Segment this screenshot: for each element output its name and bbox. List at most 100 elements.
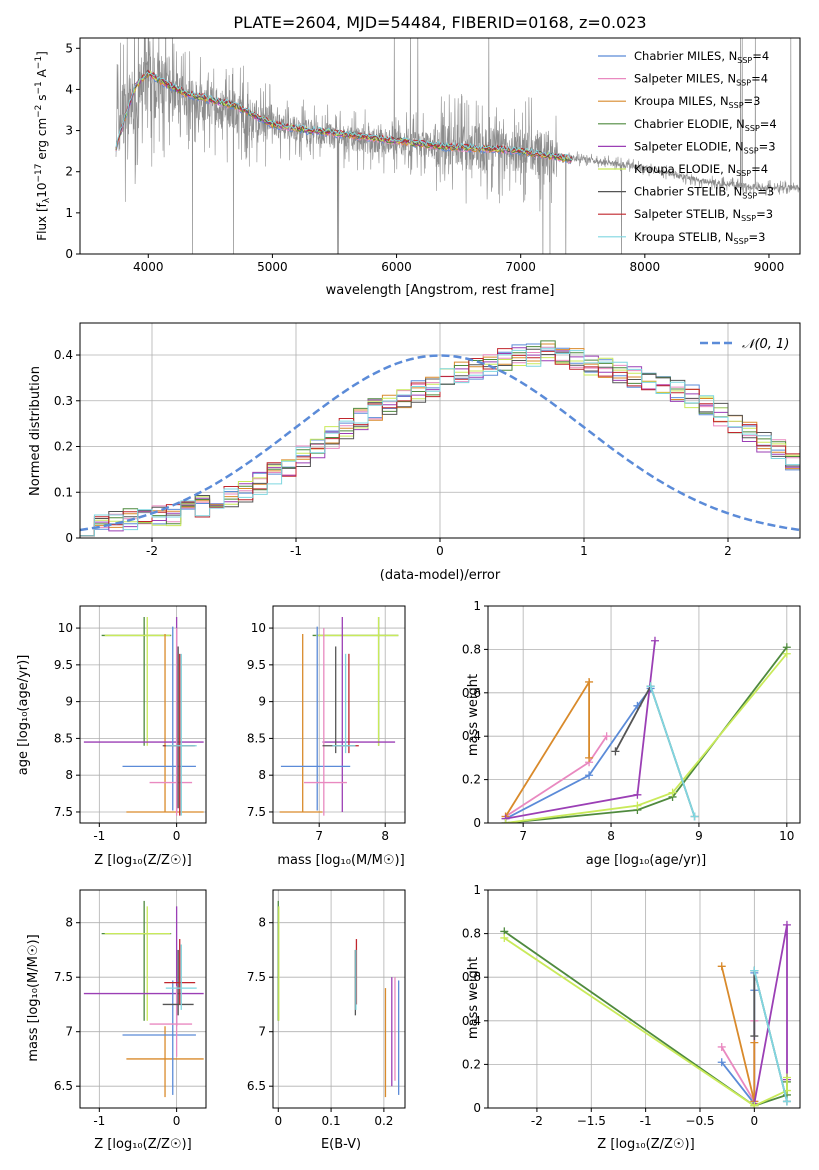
- x-tick-label: 2: [724, 544, 732, 558]
- y-tick-label: 6.5: [54, 1079, 73, 1093]
- x-tick-label: -2: [531, 1114, 543, 1128]
- weight-series-1: [505, 735, 608, 818]
- y-tick-label: 8: [258, 768, 266, 782]
- axes-frame: [79, 605, 207, 824]
- y-tick-label: 0.4: [54, 348, 73, 362]
- weight-marker: [717, 962, 726, 971]
- y-tick-label: 0.8: [462, 642, 481, 656]
- mass-vs-extinction-panel: E(B-V) 0 0.1 0.2 6.5 7 7.5 8: [247, 889, 406, 1152]
- legend-entry: Chabrier STELIB, NSSP=3: [634, 185, 774, 201]
- legend-entry: Kroupa ELODIE, NSSP=4: [634, 162, 768, 178]
- spectrum-ylabel: Flux [fλ10−17 erg cm−2 s−1 A−1]: [34, 51, 52, 241]
- x-tick-label: 0: [173, 1114, 181, 1128]
- y-tick-label: 9: [258, 695, 266, 709]
- x-tick-label: 1: [580, 544, 588, 558]
- weight-marker: [650, 636, 659, 645]
- y-tick-label: 9: [65, 695, 73, 709]
- x-tick-label: 0.1: [322, 1114, 341, 1128]
- weight-series-7: [649, 686, 696, 817]
- y-tick-label: 9.5: [54, 658, 73, 672]
- axes-frame-layer: -2 -1 0 1 2 0 0.1 0.2 0.3 0.4: [54, 322, 801, 558]
- weight-marker: [690, 812, 699, 821]
- legend-entry: 𝒩(0, 1): [742, 337, 789, 352]
- weight-vs-metallicity-xlabel: Z [log₁₀(Z/Z☉)]: [597, 1137, 694, 1152]
- y-tick-label: 7.5: [247, 970, 266, 984]
- weight-vs-age-ylabel: mass weight: [466, 674, 481, 756]
- age-vs-mass-xlabel: mass [log₁₀(M/M☉)]: [277, 853, 404, 868]
- y-tick-label: 7.5: [247, 805, 266, 819]
- weight-marker: [500, 933, 509, 942]
- x-tick-label: 0: [436, 544, 444, 558]
- weight-series-3: [753, 924, 788, 1104]
- y-tick-label: 3: [65, 124, 73, 138]
- x-tick-label: -2: [146, 544, 158, 558]
- legend-entry: Chabrier ELODIE, NSSP=4: [634, 117, 777, 133]
- model-spectrum-8: [115, 71, 572, 161]
- x-tick-label: −1.5: [577, 1114, 606, 1128]
- y-tick-label: 0.2: [462, 1057, 481, 1071]
- axes-frame-layer: -2 −1.5 -1 −0.5 0 0 0.2 0.4 0.6 0.8 1: [462, 883, 801, 1128]
- y-tick-label: 0.2: [462, 773, 481, 787]
- x-tick-label: 8: [607, 829, 615, 843]
- weight-marker: [782, 1073, 791, 1082]
- weight-vs-age-xlabel: age [log₁₀(age/yr)]: [586, 853, 707, 868]
- age-vs-metallicity-ylabel: age [log₁₀(age/yr)]: [16, 655, 31, 776]
- y-tick-label: 5: [65, 41, 73, 55]
- plot-area: [501, 636, 791, 823]
- axes-frame: [272, 889, 406, 1109]
- axes-frame: [79, 37, 801, 255]
- weight-series-2: [720, 966, 756, 1102]
- x-tick-label: 10: [779, 829, 794, 843]
- axes-frame-layer: 4000 5000 6000 7000 8000 9000 0 1 2 3 4 5: [65, 37, 801, 274]
- weight-series-7: [753, 970, 788, 1102]
- y-tick-label: 0: [65, 247, 73, 261]
- y-tick-label: 7: [65, 1025, 73, 1039]
- x-tick-label: -1: [93, 829, 105, 843]
- weight-vs-metallicity-ylabel: mass weight: [466, 957, 481, 1039]
- observed-spectrum: [115, 38, 800, 254]
- spectrum-xlabel: wavelength [Angstrom, rest frame]: [326, 283, 555, 298]
- y-tick-label: 8.5: [54, 731, 73, 745]
- figure-title: PLATE=2604, MJD=54484, FIBERID=0168, z=0…: [233, 13, 646, 32]
- residual-xlabel: (data-model)/error: [380, 568, 501, 583]
- x-tick-label: 0: [274, 1114, 282, 1128]
- y-tick-label: 8: [65, 768, 73, 782]
- legend-entry: Kroupa STELIB, NSSP=3: [634, 230, 765, 246]
- weight-vs-metallicity-panel: Z [log₁₀(Z/Z☉)] mass weight -2 −1.5 -1 −0.5…: [462, 883, 801, 1152]
- residual-ylabel: Normed distribution: [28, 366, 43, 496]
- plot-area: [80, 340, 800, 537]
- weight-marker: [501, 819, 510, 823]
- axes-frame: [487, 889, 801, 1109]
- y-tick-label: 0.4: [462, 729, 481, 743]
- y-tick-label: 8: [258, 916, 266, 930]
- x-tick-label: 0: [173, 829, 181, 843]
- axes-frame-layer: 0 0.1 0.2 6.5 7 7.5 8: [247, 889, 406, 1128]
- y-tick-label: 2: [65, 165, 73, 179]
- weight-marker: [585, 753, 594, 762]
- y-tick-label: 7.5: [54, 805, 73, 819]
- residual-panel: (data-model)/error Normed distribution -…: [28, 322, 801, 583]
- x-tick-label: 7000: [505, 260, 536, 274]
- y-tick-label: 0.6: [462, 970, 481, 984]
- mass-vs-metallicity-panel: Z [log₁₀(Z/Z☉)] mass [log₁₀(M/M☉)] -1 0 6.…: [26, 889, 207, 1152]
- weight-vs-age-panel: age [log₁₀(age/yr)] mass weight 7 8 9 10 0 0.…: [462, 599, 801, 868]
- axes-frame-layer: -1 0 6.5 7 7.5 8: [54, 889, 207, 1128]
- x-tick-label: 9: [695, 829, 703, 843]
- axes-frame: [272, 605, 406, 824]
- plot-area: [83, 900, 204, 1098]
- x-tick-label: -1: [93, 1114, 105, 1128]
- mass-vs-extinction-xlabel: E(B-V): [321, 1137, 361, 1152]
- histogram-step-8: [80, 347, 800, 537]
- weight-marker: [633, 790, 642, 799]
- x-tick-label: 8: [381, 829, 389, 843]
- y-tick-label: 0: [473, 816, 481, 830]
- age-vs-metallicity-xlabel: Z [log₁₀(Z/Z☉)]: [94, 853, 191, 868]
- x-tick-label: 8000: [630, 260, 661, 274]
- model-spectrum-4: [115, 70, 573, 163]
- mass-vs-metallicity-ylabel: mass [log₁₀(M/M☉)]: [26, 934, 41, 1061]
- y-tick-label: 1: [473, 599, 481, 613]
- y-tick-label: 10: [251, 621, 266, 635]
- y-tick-label: 8.5: [247, 731, 266, 745]
- x-tick-label: 5000: [257, 260, 288, 274]
- axes-frame: [487, 605, 801, 824]
